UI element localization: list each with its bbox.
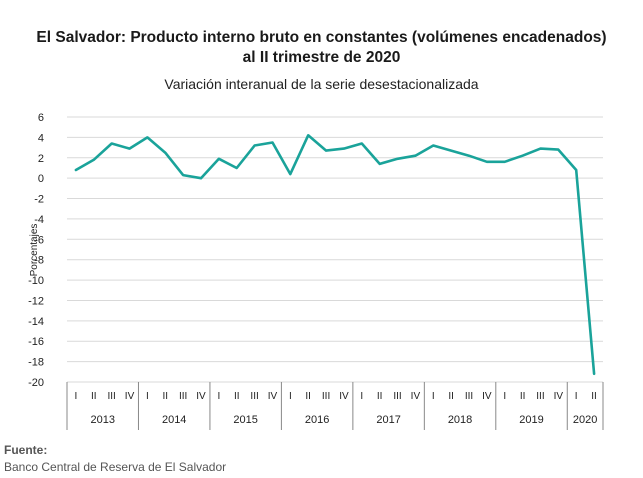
year-tick-label: 2013 [90, 414, 114, 426]
quarter-tick-label: I [289, 391, 292, 402]
y-tick-label: -18 [28, 357, 44, 369]
quarter-tick-label: III [250, 391, 258, 402]
quarter-tick-label: IV [411, 391, 421, 402]
quarter-tick-label: I [217, 391, 220, 402]
quarter-tick-label: I [575, 391, 578, 402]
y-tick-label: -10 [28, 275, 44, 287]
y-tick-label: -4 [34, 214, 44, 226]
y-tick-label: -2 [34, 194, 44, 206]
quarter-tick-label: I [432, 391, 435, 402]
quarter-tick-label: III [465, 391, 473, 402]
quarter-tick-label: II [591, 391, 597, 402]
chart-title-line-1: El Salvador: Producto interno bruto en c… [36, 29, 607, 46]
series-line [74, 134, 596, 376]
quarter-tick-label: II [520, 391, 526, 402]
quarter-tick-label: I [75, 391, 78, 402]
quarter-tick-label: I [503, 391, 506, 402]
y-tick-label: -6 [34, 234, 44, 246]
y-tick-label: -20 [28, 377, 44, 389]
quarter-tick-label: IV [196, 391, 206, 402]
quarter-tick-label: I [360, 391, 363, 402]
y-tick-label: 6 [38, 112, 44, 124]
y-tick-label: -8 [34, 255, 44, 267]
y-tick-label: -12 [28, 295, 44, 307]
year-tick-label: 2016 [305, 414, 329, 426]
y-axis-title: Porcentajes [29, 224, 40, 277]
year-tick-label: 2014 [162, 414, 186, 426]
source-value: Banco Central de Reserva de El Salvador [4, 460, 227, 474]
quarter-tick-label: III [536, 391, 544, 402]
quarter-tick-label: II [234, 391, 240, 402]
year-tick-label: 2020 [573, 414, 597, 426]
quarter-tick-label: III [179, 391, 187, 402]
y-tick-label: 4 [38, 132, 44, 144]
year-tick-label: 2015 [233, 414, 257, 426]
chart-subtitle: Variación interanual de la serie desesta… [164, 76, 479, 92]
chart-title-line-2: al II trimestre de 2020 [242, 49, 401, 66]
year-tick-label: 2018 [448, 414, 472, 426]
y-tick-label: -14 [28, 316, 44, 328]
quarter-tick-label: II [305, 391, 311, 402]
quarter-tick-label: III [322, 391, 330, 402]
quarter-tick-label: IV [339, 391, 349, 402]
source-label: Fuente: [4, 443, 48, 457]
quarter-tick-label: II [448, 391, 454, 402]
chart-title: El Salvador: Producto interno bruto en c… [0, 28, 643, 68]
quarter-tick-label: II [377, 391, 383, 402]
quarter-tick-label: IV [125, 391, 135, 402]
quarter-tick-label: IV [268, 391, 278, 402]
quarter-tick-label: II [162, 391, 168, 402]
year-tick-label: 2017 [376, 414, 400, 426]
y-tick-label: -16 [28, 336, 44, 348]
quarter-tick-label: I [146, 391, 149, 402]
quarter-tick-label: II [91, 391, 97, 402]
quarter-tick-label: III [393, 391, 401, 402]
quarter-tick-label: III [107, 391, 115, 402]
quarter-tick-label: IV [554, 391, 564, 402]
quarter-tick-label: IV [482, 391, 492, 402]
y-tick-label: 0 [38, 173, 44, 185]
y-tick-label: 2 [38, 153, 44, 165]
year-tick-label: 2019 [519, 414, 543, 426]
